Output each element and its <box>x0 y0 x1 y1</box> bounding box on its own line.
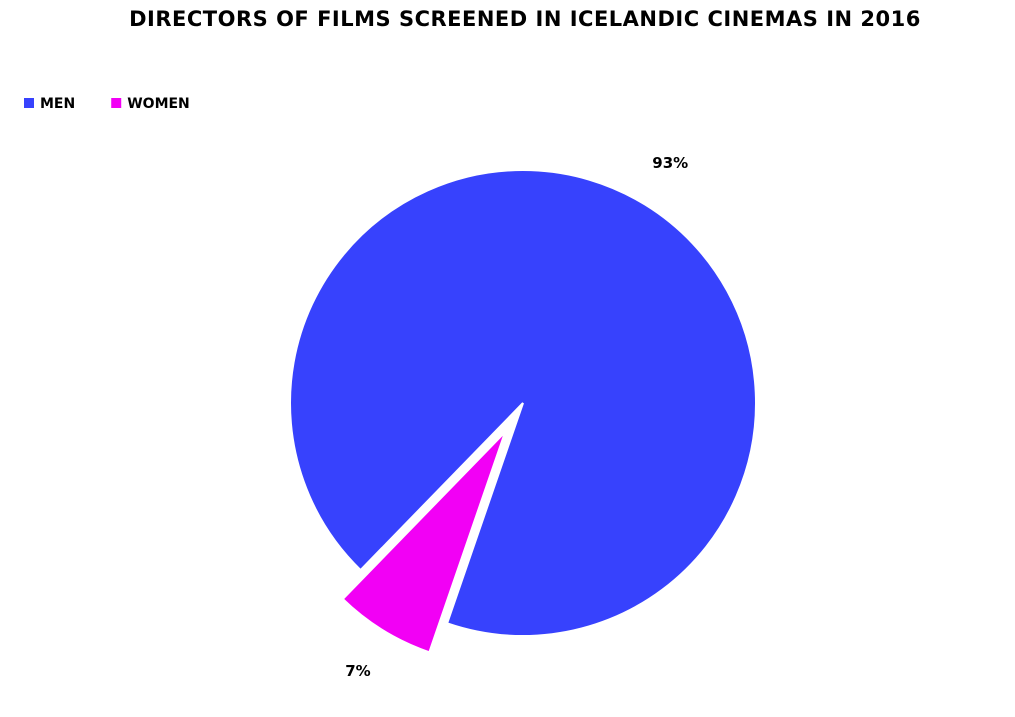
data-label: 93% <box>652 154 688 172</box>
pie-slice <box>341 431 507 654</box>
pie-slice <box>289 169 757 637</box>
chart-title: DIRECTORS OF FILMS SCREENED IN ICELANDIC… <box>129 7 921 31</box>
data-label: 7% <box>345 662 370 680</box>
legend-label: MEN <box>40 96 75 112</box>
legend-label: WOMEN <box>127 96 190 112</box>
legend-swatch <box>111 98 122 108</box>
legend-swatch <box>24 98 34 108</box>
